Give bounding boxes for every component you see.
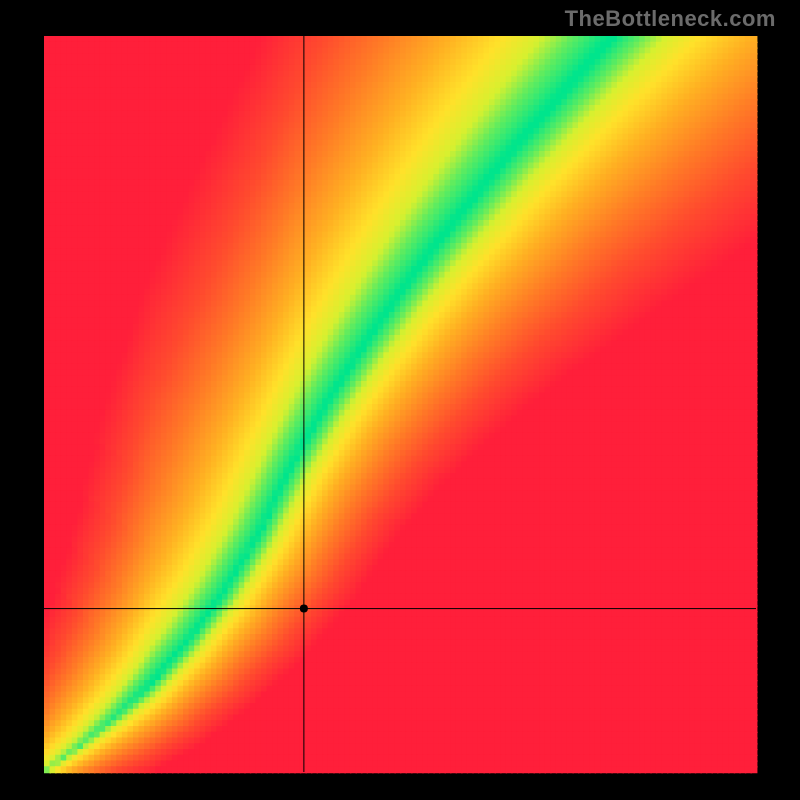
chart-frame: TheBottleneck.com	[0, 0, 800, 800]
branding-watermark: TheBottleneck.com	[565, 6, 776, 32]
bottleneck-heatmap-canvas	[0, 0, 800, 800]
